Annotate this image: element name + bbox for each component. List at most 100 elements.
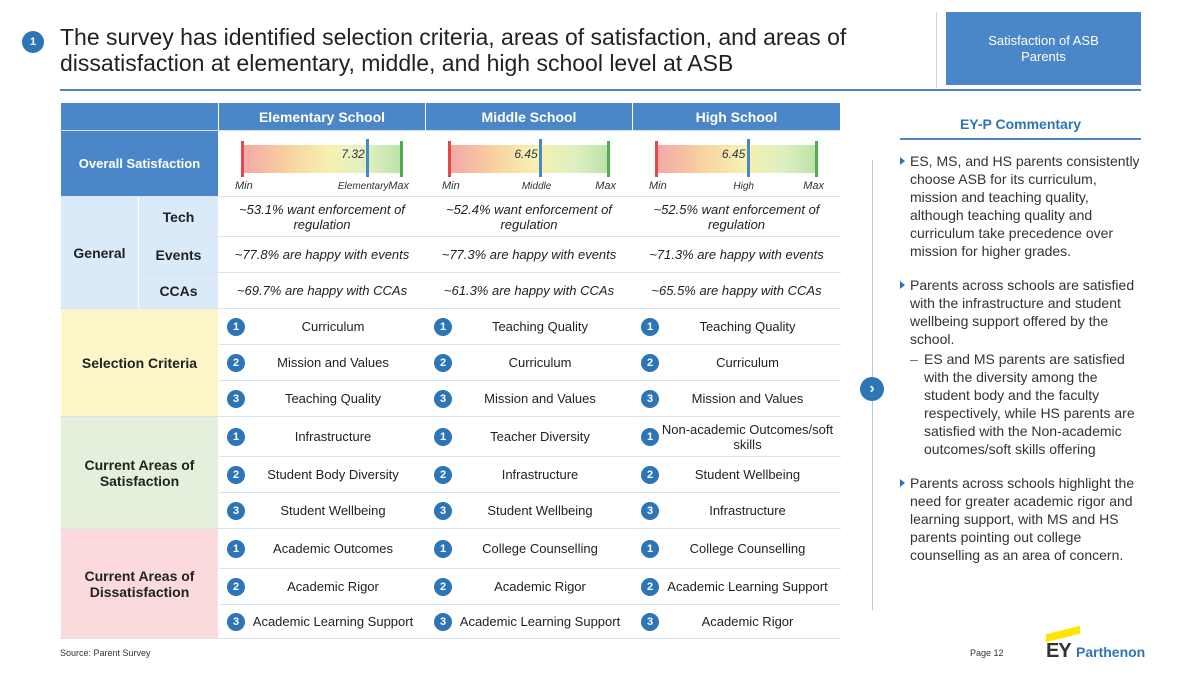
rank-badge: 1 bbox=[227, 427, 245, 446]
gauge-marker bbox=[746, 138, 750, 177]
commentary-subitem: – ES and MS parents are satisfied with t… bbox=[910, 350, 1141, 458]
ranked-text: Academic Learning Support bbox=[459, 614, 621, 629]
commentary-item: ES, MS, and HS parents consistently choo… bbox=[900, 152, 1141, 260]
gauge-min-cap bbox=[655, 140, 658, 177]
ranked-text: Mission and Values bbox=[691, 391, 804, 406]
general-cell: ~52.4% want enforcement of regulation bbox=[425, 196, 633, 237]
ranked-text: Academic Outcomes bbox=[273, 541, 393, 556]
ranked-text: Teacher Diversity bbox=[490, 429, 590, 444]
ranked-cell: 3 Mission and Values bbox=[425, 380, 633, 417]
ranked-cell: 1 Infrastructure bbox=[218, 416, 426, 457]
rank-badge: 1 bbox=[641, 427, 659, 446]
logo-ey: EY bbox=[1046, 640, 1072, 662]
gauge-value: 6.45 bbox=[721, 146, 746, 161]
ranked-text: Curriculum bbox=[716, 355, 779, 370]
ranked-text: Teaching Quality bbox=[284, 391, 382, 406]
satisfaction-gauge: 6.45 Min High Max bbox=[633, 133, 840, 195]
ranked-cell: 1 Teacher Diversity bbox=[425, 416, 633, 457]
gauge-bar bbox=[241, 144, 403, 173]
gauge-value: 6.45 bbox=[514, 146, 538, 161]
survey-table: Elementary School Middle School High Sch… bbox=[60, 102, 841, 639]
bullet-triangle-icon bbox=[900, 157, 905, 165]
gauge-marker bbox=[366, 138, 370, 177]
ranked-cell: 3 Academic Rigor bbox=[632, 604, 841, 639]
commentary-text: ES, MS, and HS parents consistently choo… bbox=[910, 153, 1140, 259]
rank-badge: 1 bbox=[641, 539, 659, 558]
gauge-min-cap bbox=[448, 140, 451, 177]
general-cell: ~52.5% want enforcement of regulation bbox=[632, 196, 841, 237]
rank-badge: 2 bbox=[641, 353, 659, 372]
rank-badge: 2 bbox=[434, 577, 452, 596]
ranked-text: Academic Rigor bbox=[494, 579, 586, 594]
commentary-item: Parents across schools highlight the nee… bbox=[900, 474, 1141, 564]
ranked-cell: 3 Teaching Quality bbox=[218, 380, 426, 417]
bullet-triangle-icon bbox=[900, 281, 905, 289]
general-row-label: Events bbox=[138, 236, 219, 273]
gauge-min-label: Min bbox=[649, 179, 667, 192]
commentary-text: Parents across schools are satisfied wit… bbox=[910, 277, 1135, 347]
rank-badge: 1 bbox=[641, 317, 659, 336]
ranked-cell: 3 Student Wellbeing bbox=[425, 492, 633, 529]
ranked-cell: 1 Teaching Quality bbox=[632, 308, 841, 345]
rank-badge: 2 bbox=[434, 353, 452, 372]
ranked-cell: 2 Academic Rigor bbox=[218, 568, 426, 605]
ranked-cell: 1 College Counselling bbox=[632, 528, 841, 569]
header-rule bbox=[60, 89, 1141, 91]
ranked-text: Academic Rigor bbox=[701, 614, 794, 629]
rank-badge: 2 bbox=[641, 577, 659, 596]
rank-badge: 2 bbox=[227, 577, 245, 596]
rank-badge: 3 bbox=[434, 501, 452, 520]
rank-badge: 3 bbox=[434, 389, 452, 408]
gauge-max-cap bbox=[815, 140, 818, 177]
gauge-min-label: Min bbox=[235, 179, 253, 192]
selection-criteria-label: Selection Criteria bbox=[60, 308, 219, 417]
ranked-cell: 1 Curriculum bbox=[218, 308, 426, 345]
satisfaction-gauge: 6.45 Min Middle Max bbox=[426, 133, 632, 195]
commentary-title: EY-P Commentary bbox=[900, 108, 1141, 140]
gauge-mid-label: Middle bbox=[521, 180, 552, 192]
table-corner bbox=[60, 102, 219, 131]
ranked-text: Teaching Quality bbox=[491, 319, 589, 334]
rank-badge: 2 bbox=[227, 465, 245, 484]
ranked-text: Student Body Diversity bbox=[267, 467, 399, 482]
ranked-cell: 2 Student Wellbeing bbox=[632, 456, 841, 493]
ranked-cell: 2 Academic Learning Support bbox=[632, 568, 841, 605]
step-number-badge: 1 bbox=[22, 31, 44, 53]
overall-satisfaction-label: Overall Satisfaction bbox=[60, 130, 219, 197]
slide-header: 1 The survey has identified selection cr… bbox=[0, 0, 1201, 92]
ranked-text: Non-academic Outcomes/soft skills bbox=[661, 421, 834, 452]
ranked-text: Academic Learning Support bbox=[667, 579, 828, 594]
ranked-cell: 2 Student Body Diversity bbox=[218, 456, 426, 493]
rank-badge: 3 bbox=[227, 501, 245, 520]
rank-badge: 3 bbox=[641, 612, 659, 631]
source-note: Source: Parent Survey bbox=[60, 648, 151, 658]
rank-badge: 1 bbox=[227, 317, 245, 336]
ranked-text: Teaching Quality bbox=[699, 319, 796, 334]
page-number: Page 12 bbox=[970, 648, 1004, 658]
ranked-text: Student Wellbeing bbox=[487, 503, 593, 518]
general-cell: ~77.3% are happy with events bbox=[425, 236, 633, 273]
rank-badge: 2 bbox=[641, 465, 659, 484]
ranked-cell: 3 Academic Learning Support bbox=[425, 604, 633, 639]
gauge-min-cap bbox=[241, 140, 244, 177]
rank-badge: 3 bbox=[434, 612, 452, 631]
rank-badge: 3 bbox=[227, 612, 245, 631]
ranked-cell: 2 Infrastructure bbox=[425, 456, 633, 493]
rank-badge: 2 bbox=[227, 353, 245, 372]
ey-parthenon-logo: EY Parthenon bbox=[1046, 625, 1146, 662]
general-cell: ~71.3% are happy with events bbox=[632, 236, 841, 273]
general-cell: ~61.3% are happy with CCAs bbox=[425, 272, 633, 309]
gauge-bar bbox=[655, 144, 818, 173]
general-label: General bbox=[60, 196, 139, 309]
ranked-cell: 1 Academic Outcomes bbox=[218, 528, 426, 569]
gauge-max-label: Max bbox=[803, 179, 824, 192]
rank-badge: 1 bbox=[434, 427, 452, 446]
gauge-cell-high: 6.45 Min High Max bbox=[632, 130, 841, 197]
ranked-cell: 3 Student Wellbeing bbox=[218, 492, 426, 529]
ranked-text: College Counselling bbox=[689, 541, 806, 556]
ranked-text: Student Wellbeing bbox=[280, 503, 386, 518]
gauge-marker bbox=[539, 138, 543, 177]
commentary-text: Parents across schools highlight the nee… bbox=[910, 475, 1135, 563]
gauge-bar bbox=[448, 144, 610, 173]
gauge-mid-label: High bbox=[733, 180, 754, 192]
